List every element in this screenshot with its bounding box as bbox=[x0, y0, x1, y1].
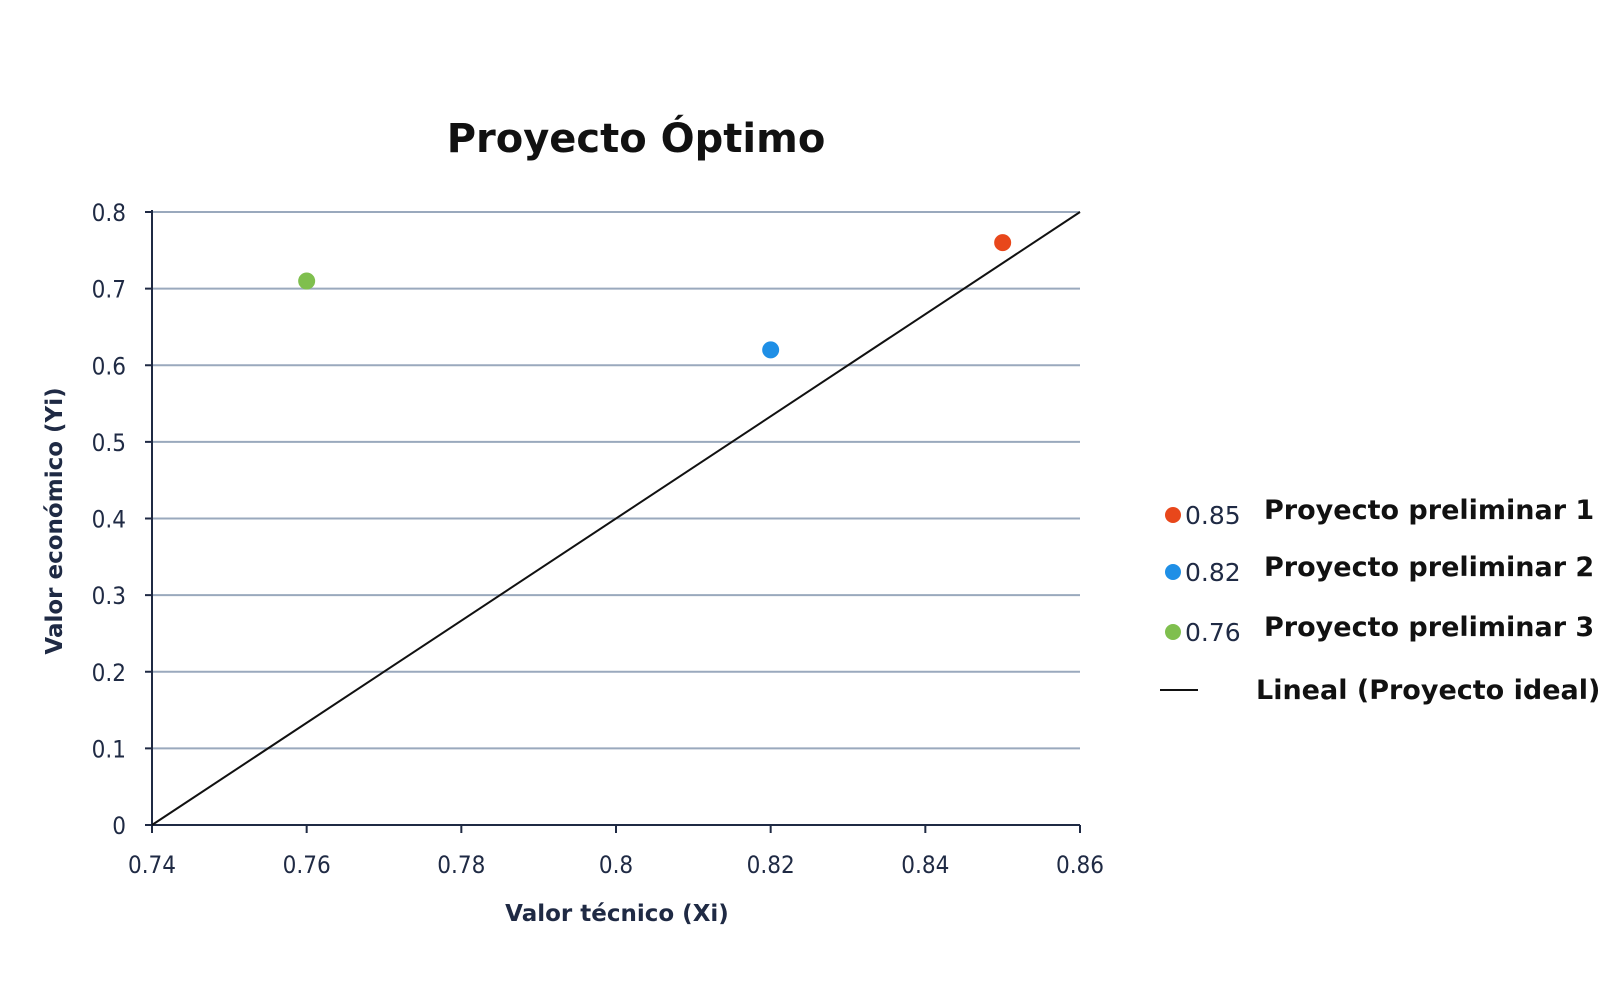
y-tick-label: 0.2 bbox=[92, 659, 126, 687]
ideal-trend-line bbox=[151, 211, 1081, 826]
legend-value-1: 0.85 bbox=[1185, 501, 1241, 530]
y-tick-label: 0.5 bbox=[92, 429, 126, 457]
legend-name-3: Proyecto preliminar 3 bbox=[1264, 612, 1594, 643]
x-tick-label: 0.76 bbox=[283, 851, 331, 879]
legend-name-1: Proyecto preliminar 1 bbox=[1264, 495, 1594, 526]
x-tick-label: 0.78 bbox=[437, 851, 485, 879]
legend-marker-1 bbox=[1165, 507, 1181, 523]
y-axis-label: Valor económico (Yi) bbox=[42, 387, 68, 654]
legend-name-2: Proyecto preliminar 2 bbox=[1264, 552, 1594, 583]
y-tick-label: 0.4 bbox=[92, 506, 126, 534]
chart-title: Proyecto Óptimo bbox=[447, 114, 826, 162]
legend-value-2: 0.82 bbox=[1185, 558, 1241, 587]
x-axis-label: Valor técnico (Xi) bbox=[505, 901, 729, 927]
data-point-proyecto-1 bbox=[994, 234, 1012, 252]
x-tick-label: 0.86 bbox=[1056, 851, 1104, 879]
y-tick-label: 0.1 bbox=[92, 735, 126, 763]
x-tick-label: 0.74 bbox=[128, 851, 176, 879]
data-point-proyecto-3 bbox=[298, 272, 316, 290]
data-point-proyecto-2 bbox=[762, 341, 780, 359]
y-tick-label: 0.6 bbox=[92, 352, 126, 380]
legend-marker-2 bbox=[1165, 564, 1181, 580]
x-tick-label: 0.82 bbox=[747, 851, 795, 879]
legend: 0.85 Proyecto preliminar 1 0.82 Proyecto pr… bbox=[1160, 495, 1600, 706]
x-tick-label: 0.84 bbox=[901, 851, 949, 879]
y-tick-label: 0.8 bbox=[92, 199, 126, 227]
x-tick-label: 0.8 bbox=[599, 851, 633, 879]
legend-marker-3 bbox=[1165, 624, 1181, 640]
y-tick-label: 0.7 bbox=[92, 276, 126, 304]
legend-name-lineal: Lineal (Proyecto ideal) bbox=[1256, 675, 1600, 706]
legend-value-3: 0.76 bbox=[1185, 618, 1241, 647]
y-tick-label: 0.3 bbox=[92, 582, 126, 610]
y-tick-label: 0 bbox=[112, 812, 126, 840]
